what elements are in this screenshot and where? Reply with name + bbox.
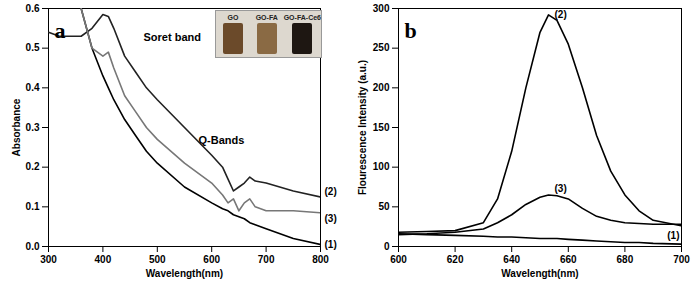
svg-text:Absorbance: Absorbance: [11, 98, 22, 156]
svg-text:0.3: 0.3: [26, 122, 40, 133]
svg-text:0.1: 0.1: [26, 201, 40, 212]
svg-text:Soret band: Soret band: [144, 31, 201, 43]
svg-text:250: 250: [373, 42, 390, 53]
svg-text:0.6: 0.6: [26, 3, 40, 14]
svg-text:100: 100: [373, 161, 390, 172]
svg-text:660: 660: [560, 254, 577, 265]
svg-text:Wavelength(nm): Wavelength(nm): [146, 268, 223, 279]
html-text:GO-FA-Ce6: GO-FA-Ce6: [283, 14, 321, 21]
svg-text:700: 700: [673, 254, 690, 265]
svg-text:300: 300: [40, 254, 57, 265]
svg-text:(3): (3): [325, 213, 337, 224]
svg-text:500: 500: [149, 254, 166, 265]
svg-text:620: 620: [447, 254, 464, 265]
svg-text:(3): (3): [554, 183, 566, 194]
svg-text:(1): (1): [325, 239, 337, 250]
svg-text:50: 50: [378, 201, 390, 212]
svg-text:640: 640: [503, 254, 520, 265]
svg-text:800: 800: [312, 254, 329, 265]
svg-text:0.0: 0.0: [26, 241, 40, 252]
html-text:GO-FA: GO-FA: [255, 14, 278, 21]
svg-text:400: 400: [95, 254, 112, 265]
svg-text:680: 680: [617, 254, 634, 265]
svg-text:Q-Bands: Q-Bands: [199, 134, 245, 146]
svg-text:300: 300: [373, 3, 390, 14]
svg-text:(2): (2): [325, 186, 337, 197]
html-text:GO: GO: [227, 14, 239, 21]
svg-text:b: b: [405, 18, 417, 43]
svg-text:Flourescence Intensity (a.u.): Flourescence Intensity (a.u.): [357, 60, 368, 195]
svg-text:0.2: 0.2: [26, 161, 40, 172]
svg-text:a: a: [55, 18, 66, 43]
svg-text:(1): (1): [667, 230, 679, 241]
svg-text:150: 150: [373, 122, 390, 133]
svg-text:700: 700: [258, 254, 275, 265]
svg-text:Wavelength(nm): Wavelength(nm): [501, 268, 578, 279]
svg-text:0.5: 0.5: [26, 42, 40, 53]
svg-text:600: 600: [203, 254, 220, 265]
svg-text:600: 600: [390, 254, 407, 265]
svg-text:(2): (2): [554, 9, 566, 20]
svg-text:200: 200: [373, 82, 390, 93]
svg-text:0: 0: [384, 241, 390, 252]
svg-text:0.4: 0.4: [26, 82, 40, 93]
